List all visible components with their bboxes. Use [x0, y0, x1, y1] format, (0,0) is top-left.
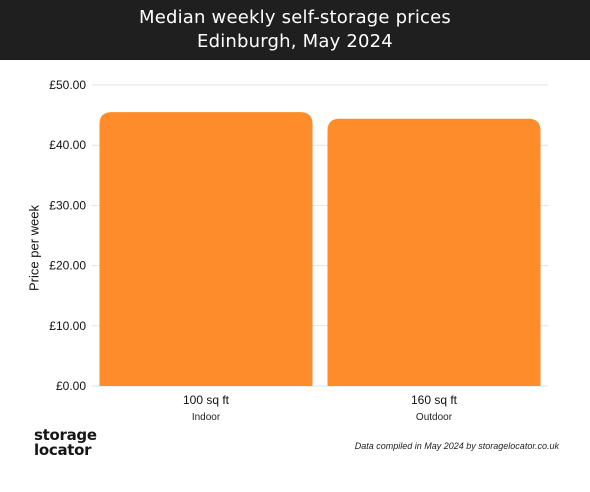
y-tick-label: £40.00 — [49, 138, 86, 152]
y-axis-label: Price per week — [26, 205, 42, 291]
x-tick-sublabel: Outdoor — [416, 412, 453, 423]
chart-title: Median weekly self-storage prices — [138, 7, 452, 28]
storagelocator-logo: storage locator — [34, 428, 97, 458]
chart-header: Median weekly self-storage prices Edinbu… — [0, 0, 590, 60]
logo-line-1: storage — [34, 426, 97, 444]
bar-chart: £0.00 £10.00 £20.00 £30.00 £40.00 £50.00 100 s… — [49, 78, 548, 423]
y-tick-label: £50.00 — [49, 78, 86, 92]
data-credit: Data compiled in May 2024 by storageloca… — [354, 441, 559, 451]
x-tick-sublabel: Indoor — [192, 412, 221, 423]
y-tick-label: £30.00 — [49, 198, 86, 212]
y-tick-label: £10.00 — [49, 319, 86, 333]
logo-line-2: locator — [34, 441, 92, 459]
y-tick-label: £20.00 — [49, 259, 86, 273]
bar — [327, 118, 541, 386]
x-tick-label: 100 sq ft — [183, 393, 230, 407]
chart-subtitle: Edinburgh, May 2024 — [197, 31, 393, 52]
y-tick-label: £0.00 — [56, 379, 86, 393]
x-tick-label: 160 sq ft — [411, 393, 458, 407]
bar — [99, 112, 313, 386]
